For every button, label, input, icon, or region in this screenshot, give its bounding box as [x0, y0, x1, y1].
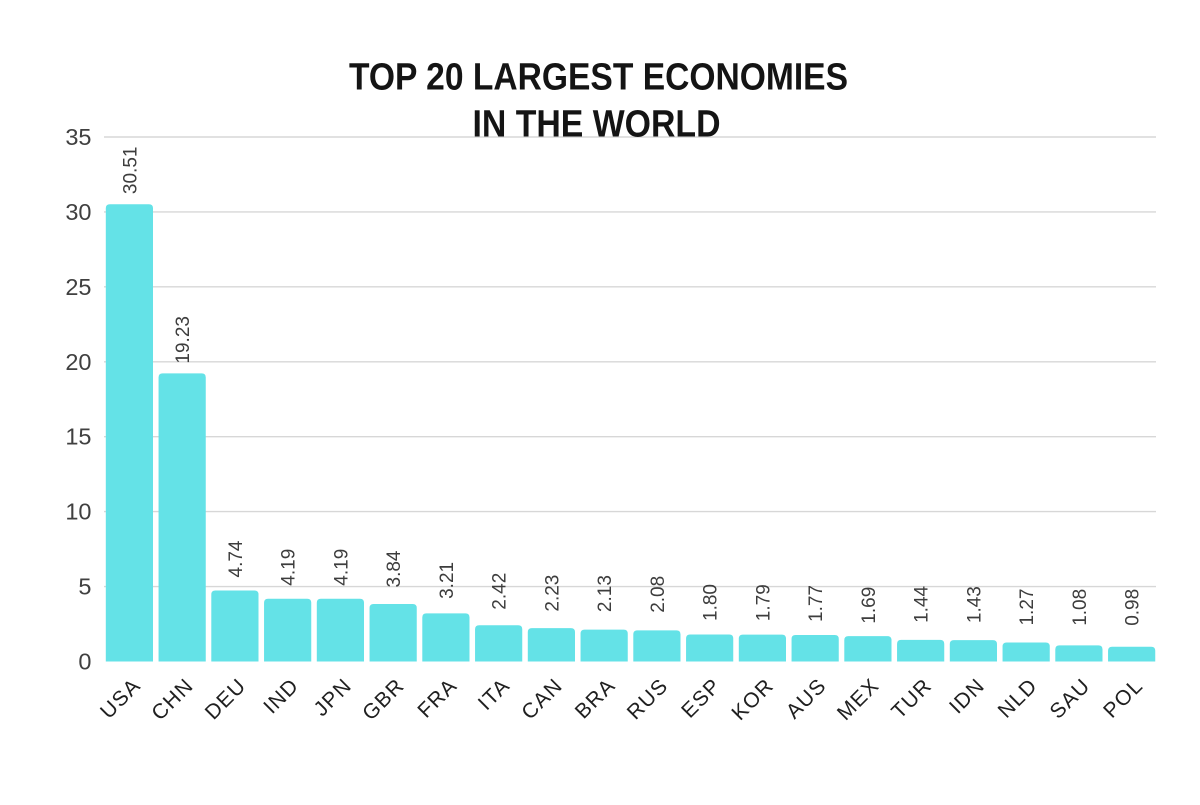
svg-text:35: 35 — [65, 124, 91, 150]
svg-text:4.19: 4.19 — [279, 549, 300, 586]
svg-text:0: 0 — [78, 649, 91, 675]
svg-text:2.42: 2.42 — [490, 573, 511, 610]
svg-text:1.27: 1.27 — [1017, 589, 1038, 626]
svg-text:2.23: 2.23 — [542, 575, 563, 612]
svg-text:15: 15 — [65, 424, 91, 450]
svg-text:30.51: 30.51 — [120, 147, 141, 195]
svg-text:1.44: 1.44 — [912, 585, 933, 622]
svg-text:30: 30 — [65, 199, 91, 225]
svg-text:1.08: 1.08 — [1070, 589, 1091, 626]
svg-text:1.80: 1.80 — [701, 584, 722, 621]
svg-text:1.77: 1.77 — [806, 585, 827, 622]
svg-text:5: 5 — [78, 574, 91, 600]
svg-text:10: 10 — [65, 499, 91, 525]
svg-text:4.74: 4.74 — [226, 540, 247, 577]
svg-text:19.23: 19.23 — [173, 316, 194, 364]
svg-text:0.98: 0.98 — [1123, 589, 1144, 626]
svg-text:4.19: 4.19 — [331, 549, 352, 586]
svg-text:1.69: 1.69 — [859, 587, 880, 624]
svg-text:IN THE WORLD: IN THE WORLD — [473, 104, 721, 146]
svg-text:25: 25 — [65, 274, 91, 300]
svg-text:2.13: 2.13 — [595, 575, 616, 612]
svg-text:1.43: 1.43 — [964, 586, 985, 623]
svg-text:TOP 20 LARGEST ECONOMIES: TOP 20 LARGEST ECONOMIES — [349, 57, 848, 99]
svg-text:1.79: 1.79 — [753, 584, 774, 621]
svg-text:3.21: 3.21 — [437, 562, 458, 599]
svg-text:20: 20 — [65, 349, 91, 375]
svg-text:2.08: 2.08 — [648, 576, 669, 613]
svg-text:3.84: 3.84 — [384, 550, 405, 587]
